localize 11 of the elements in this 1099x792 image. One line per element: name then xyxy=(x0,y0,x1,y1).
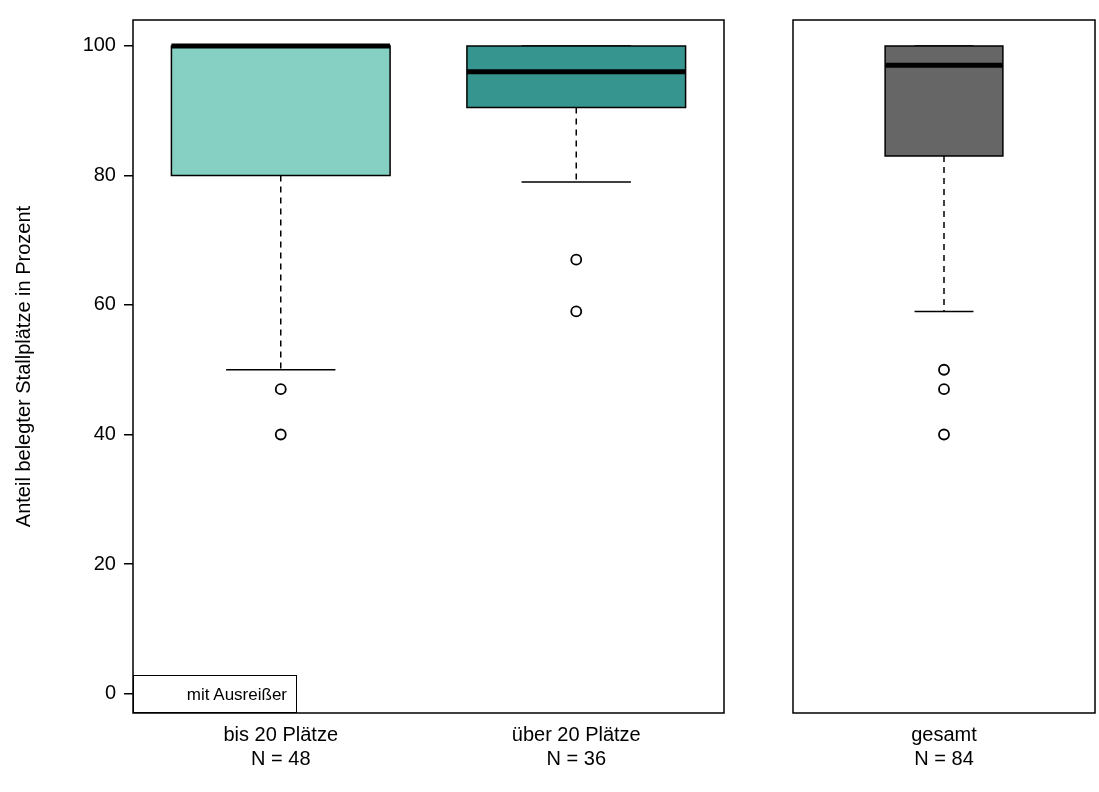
y-tick-label: 0 xyxy=(104,681,116,704)
y-tick-label: 60 xyxy=(93,292,116,315)
x-tick-label: über 20 Plätze N = 36 xyxy=(511,722,641,769)
y-tick-label: 80 xyxy=(93,162,116,185)
y-tick-label: 40 xyxy=(93,422,116,445)
x-tick-label: gesamt N = 84 xyxy=(911,722,978,769)
annotation: mit Ausreißer xyxy=(186,685,287,705)
x-tick-label: bis 20 Plätze N = 48 xyxy=(223,722,339,769)
y-tick-label: 20 xyxy=(93,551,116,574)
y-tick-label: 100 xyxy=(82,33,116,56)
y-axis-title: Anteil belegter Stallplätze in Prozent xyxy=(11,205,34,528)
